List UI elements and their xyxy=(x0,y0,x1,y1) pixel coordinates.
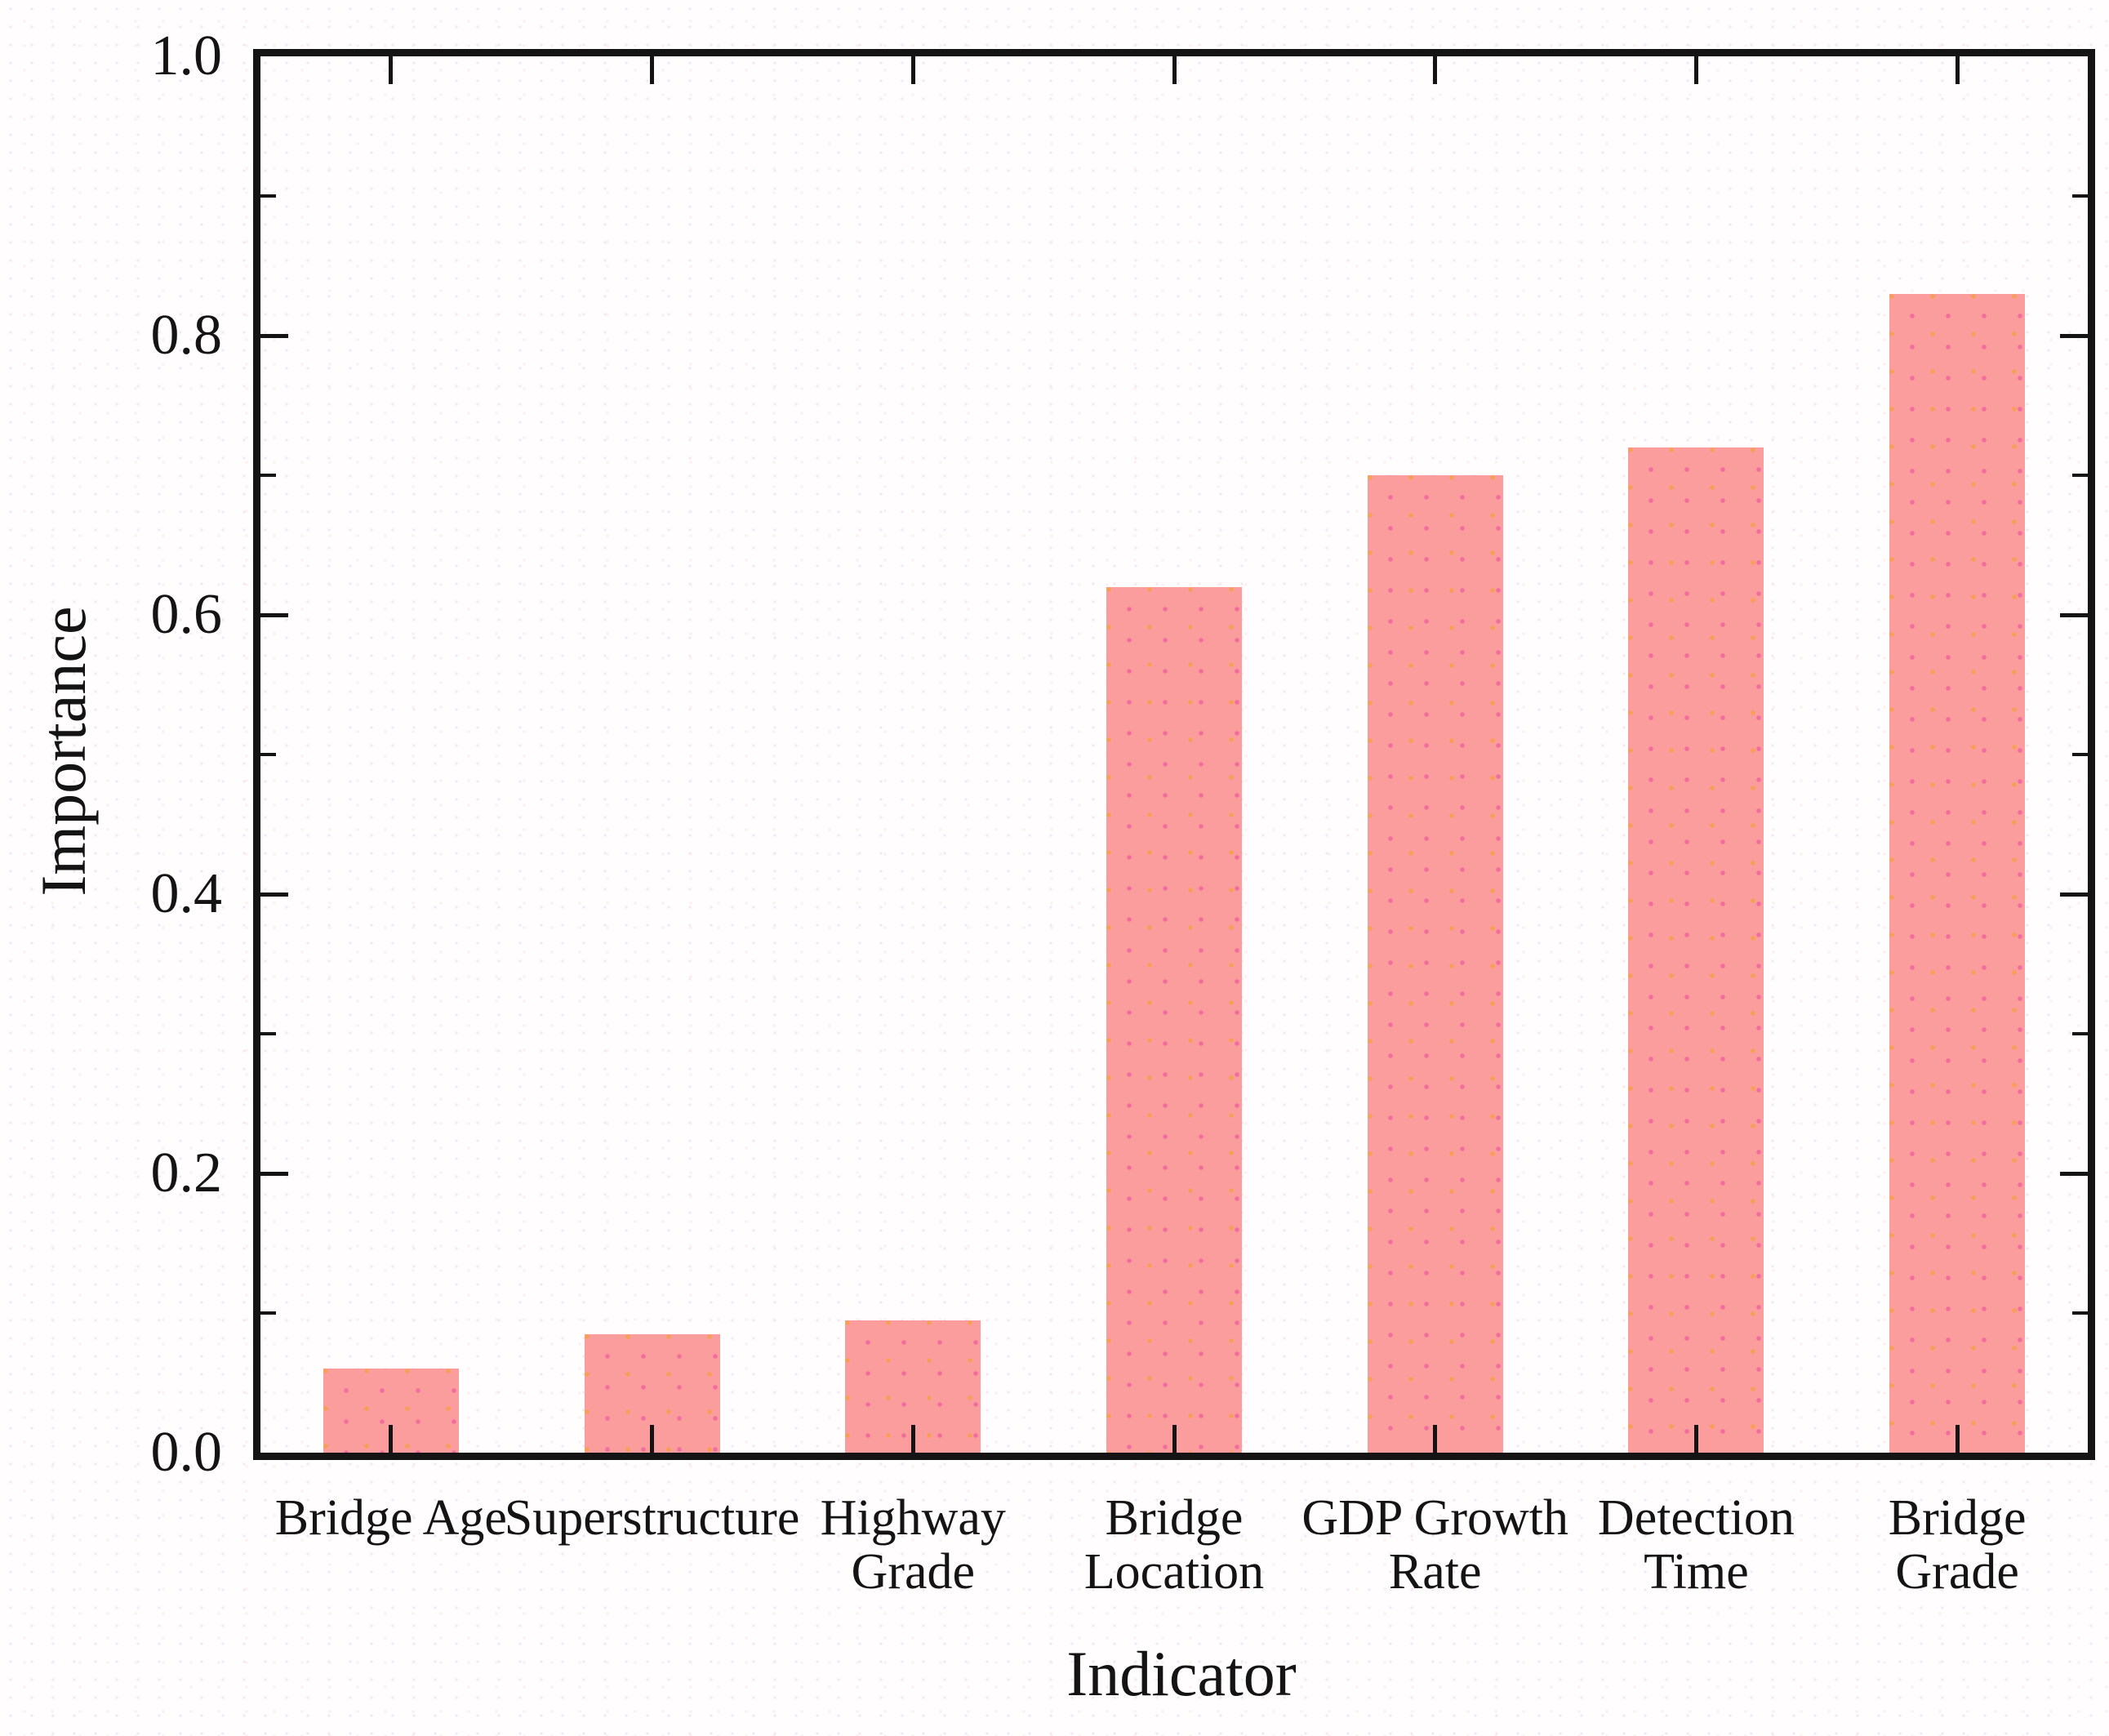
x-tick-top-highway-grade xyxy=(910,56,915,84)
y-tick-label-0.6: 0.6 xyxy=(150,583,223,646)
y-tick-label-0.8: 0.8 xyxy=(150,304,223,367)
y-tick-label-0.2: 0.2 xyxy=(150,1142,223,1204)
x-category-label-gdp-growth-rate: GDP Growth Rate xyxy=(1301,1490,1569,1600)
y-minor-tick-left xyxy=(260,753,276,756)
y-major-tick-left xyxy=(260,1171,288,1176)
y-tick-label-0.0: 0.0 xyxy=(150,1421,223,1484)
x-category-label-bridge-age: Bridge Age xyxy=(274,1490,507,1546)
bar-superstructure xyxy=(584,1333,720,1453)
y-major-tick-right xyxy=(2060,333,2088,338)
x-tick-bottom-bridge-grade xyxy=(1955,1425,1960,1453)
x-tick-top-bridge-grade xyxy=(1955,56,1960,84)
x-tick-bottom-gdp-growth-rate xyxy=(1433,1425,1438,1453)
x-tick-top-bridge-age xyxy=(389,56,394,84)
x-tick-bottom-bridge-location xyxy=(1172,1425,1177,1453)
x-tick-top-gdp-growth-rate xyxy=(1433,56,1438,84)
x-tick-bottom-highway-grade xyxy=(910,1425,915,1453)
y-minor-tick-right xyxy=(2072,753,2088,756)
y-minor-tick-right xyxy=(2072,1311,2088,1315)
bar-detection-time xyxy=(1628,447,1764,1453)
y-minor-tick-left xyxy=(260,1032,276,1035)
y-major-tick-right xyxy=(2060,892,2088,897)
x-category-label-detection-time: Detection Time xyxy=(1597,1490,1795,1600)
plot-inner-layer xyxy=(260,56,2088,1453)
x-category-label-highway-grade: Highway Grade xyxy=(820,1490,1006,1600)
y-minor-tick-left xyxy=(260,474,276,477)
x-tick-bottom-superstructure xyxy=(650,1425,655,1453)
x-category-label-bridge-location: Bridge Location xyxy=(1083,1490,1265,1600)
y-tick-label-1.0: 1.0 xyxy=(150,24,223,87)
y-major-tick-right xyxy=(2060,612,2088,617)
x-category-label-superstructure: Superstructure xyxy=(504,1490,800,1546)
y-major-tick-left xyxy=(260,892,288,897)
x-tick-top-detection-time xyxy=(1693,56,1698,84)
y-minor-tick-left xyxy=(260,194,276,198)
y-minor-tick-left xyxy=(260,1311,276,1315)
y-major-tick-right xyxy=(2060,1171,2088,1176)
bar-bridge-location xyxy=(1106,586,1242,1453)
bar-bridge-age xyxy=(323,1369,459,1453)
plot-area xyxy=(253,49,2095,1460)
y-axis-title: Importance xyxy=(28,606,99,897)
y-minor-tick-right xyxy=(2072,194,2088,198)
bar-gdp-growth-rate xyxy=(1367,475,1503,1453)
x-tick-top-bridge-location xyxy=(1172,56,1177,84)
x-tick-bottom-bridge-age xyxy=(389,1425,394,1453)
x-axis-title: Indicator xyxy=(1066,1638,1297,1709)
y-major-tick-left xyxy=(260,612,288,617)
x-tick-bottom-detection-time xyxy=(1693,1425,1698,1453)
bar-bridge-grade xyxy=(1889,293,2026,1453)
y-minor-tick-right xyxy=(2072,1032,2088,1035)
y-minor-tick-right xyxy=(2072,474,2088,477)
x-category-label-bridge-grade: Bridge Grade xyxy=(1888,1490,2027,1600)
x-tick-top-superstructure xyxy=(650,56,655,84)
y-tick-label-0.4: 0.4 xyxy=(150,862,223,925)
y-major-tick-left xyxy=(260,333,288,338)
